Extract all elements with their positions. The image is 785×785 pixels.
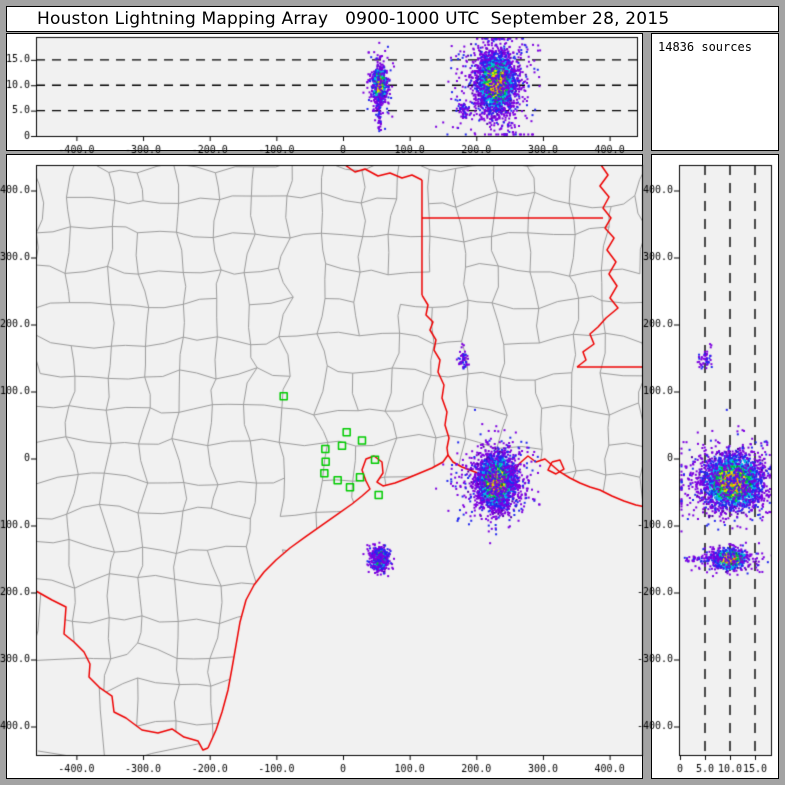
figure-frame: Houston Lightning Mapping Array 0900-100… xyxy=(0,0,785,785)
lightning-plot-canvas xyxy=(0,0,785,785)
